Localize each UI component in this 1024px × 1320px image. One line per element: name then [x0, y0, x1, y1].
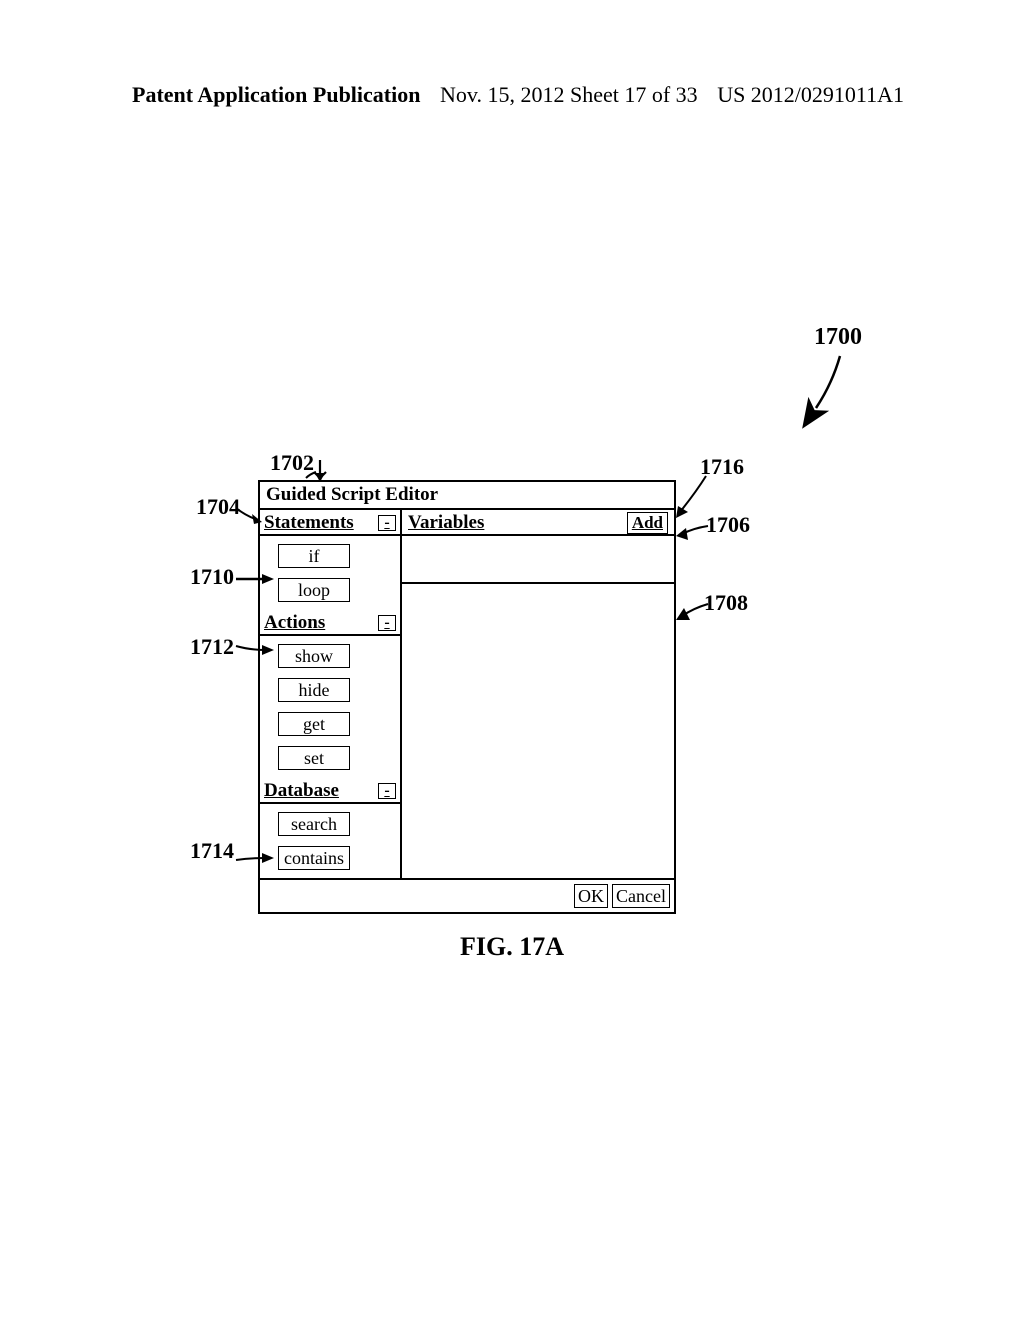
- statements-label: Statements: [264, 512, 354, 534]
- dialog-main-area: Statements - if loop Actions - show hide…: [260, 510, 674, 880]
- ok-button[interactable]: OK: [574, 884, 608, 908]
- palette-item-loop[interactable]: loop: [278, 578, 350, 602]
- dialog-button-bar: OK Cancel: [260, 880, 674, 912]
- script-canvas[interactable]: [402, 584, 674, 878]
- ref-1714: 1714: [190, 838, 234, 864]
- palette-item-get[interactable]: get: [278, 712, 350, 736]
- palette-item-search[interactable]: search: [278, 812, 350, 836]
- collapse-icon[interactable]: -: [378, 615, 396, 631]
- add-variable-button[interactable]: Add: [627, 512, 668, 534]
- palette-item-set[interactable]: set: [278, 746, 350, 770]
- actions-label: Actions: [264, 612, 325, 634]
- statements-section-header[interactable]: Statements -: [260, 510, 400, 536]
- ref-1706-leader: [676, 522, 716, 546]
- ref-1702-leader: [300, 460, 340, 490]
- right-panel: Variables Add: [402, 510, 674, 878]
- actions-section-header[interactable]: Actions -: [260, 610, 400, 636]
- ref-1716-leader: [672, 472, 712, 522]
- header-publication: Patent Application Publication: [132, 82, 420, 108]
- ref-1700-arrow: [812, 354, 872, 424]
- cancel-button[interactable]: Cancel: [612, 884, 670, 908]
- dialog-title: Guided Script Editor: [266, 484, 438, 505]
- palette-item-if[interactable]: if: [278, 544, 350, 568]
- database-label: Database: [264, 780, 339, 802]
- ref-1700: 1700: [814, 324, 862, 351]
- palette-panel: Statements - if loop Actions - show hide…: [260, 510, 402, 878]
- ref-1704-leader: [232, 506, 268, 528]
- ref-1710: 1710: [190, 564, 234, 590]
- ref-1710-leader: [236, 574, 276, 584]
- palette-item-show[interactable]: show: [278, 644, 350, 668]
- header-date-sheet: Nov. 15, 2012 Sheet 17 of 33: [440, 82, 698, 108]
- ref-1714-leader: [232, 846, 276, 866]
- collapse-icon[interactable]: -: [378, 783, 396, 799]
- palette-item-hide[interactable]: hide: [278, 678, 350, 702]
- ref-1712: 1712: [190, 634, 234, 660]
- figure-caption: FIG. 17A: [0, 932, 1024, 962]
- palette-item-contains[interactable]: contains: [278, 846, 350, 870]
- header-pub-number: US 2012/0291011A1: [717, 82, 904, 108]
- variables-label: Variables: [408, 512, 484, 534]
- variables-list-area: [402, 536, 674, 584]
- variables-header: Variables Add: [402, 510, 674, 536]
- guided-script-editor-dialog: Guided Script Editor Statements - if loo…: [258, 480, 676, 914]
- ref-1708-leader: [676, 600, 716, 624]
- ref-1712-leader: [232, 644, 276, 664]
- collapse-icon[interactable]: -: [378, 515, 396, 531]
- database-section-header[interactable]: Database -: [260, 778, 400, 804]
- patent-page-header: Patent Application Publication Nov. 15, …: [0, 82, 1024, 108]
